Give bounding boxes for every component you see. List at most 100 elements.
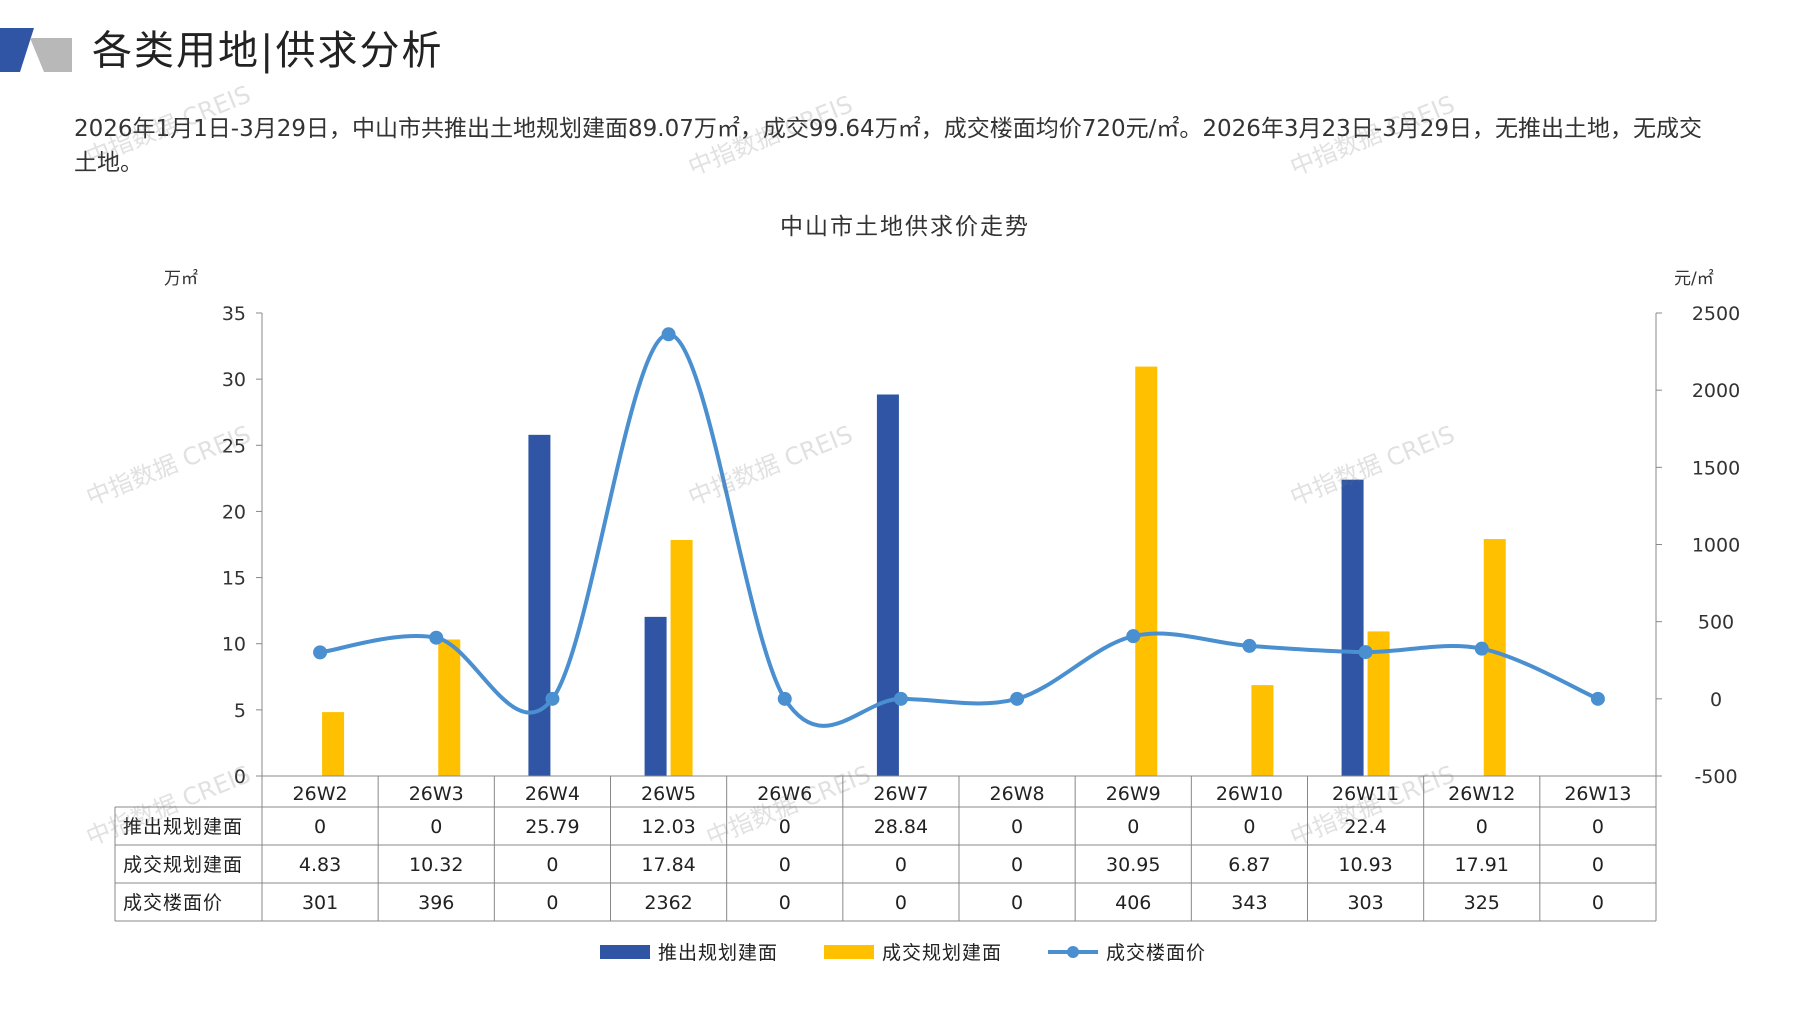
table-cell: 4.83 — [299, 854, 341, 876]
x-category-label: 26W12 — [1448, 783, 1515, 805]
y-tick-label-right: 0 — [1710, 689, 1722, 711]
bar-supply — [644, 616, 667, 776]
y-tick-label-right: 2000 — [1692, 380, 1740, 402]
table-cell: 12.03 — [641, 816, 695, 838]
x-category-label: 26W8 — [990, 783, 1045, 805]
x-category-label: 26W2 — [293, 783, 348, 805]
y-tick-label-left: 30 — [222, 369, 246, 391]
table-row-label: 成交楼面价 — [123, 892, 223, 914]
y-axis-unit-right: 元/㎡ — [1674, 269, 1714, 289]
table-cell: 6.87 — [1228, 854, 1270, 876]
price-line — [319, 332, 1599, 728]
bar-supply — [876, 394, 899, 776]
table-cell: 0 — [1476, 816, 1488, 838]
table-cell: 0 — [1011, 816, 1023, 838]
logo-gray-shape — [30, 38, 72, 72]
table-cell: 17.91 — [1455, 854, 1509, 876]
table-cell: 301 — [302, 892, 338, 914]
price-point — [1358, 645, 1373, 660]
bar-deal — [438, 639, 461, 776]
legend-swatch-price-point — [1067, 946, 1079, 958]
table-cell: 0 — [779, 816, 791, 838]
y-tick-label-right: 1500 — [1692, 457, 1740, 479]
y-tick-label-right: 500 — [1698, 612, 1734, 634]
legend-label: 成交楼面价 — [1106, 942, 1206, 964]
x-category-label: 26W6 — [757, 783, 812, 805]
price-point — [1474, 641, 1489, 656]
table-cell: 396 — [418, 892, 454, 914]
bar-deal — [1367, 631, 1390, 776]
brand-logo — [0, 28, 72, 72]
price-point — [313, 645, 328, 660]
legend-label: 推出规划建面 — [658, 942, 778, 964]
table-cell: 0 — [779, 892, 791, 914]
x-category-label: 26W13 — [1564, 783, 1631, 805]
bar-deal — [1251, 685, 1274, 776]
y-tick-label-left: 25 — [222, 435, 246, 457]
x-category-label: 26W7 — [873, 783, 928, 805]
table-cell: 22.4 — [1344, 816, 1386, 838]
price-point — [545, 691, 560, 706]
bar-deal — [1483, 539, 1506, 776]
y-tick-label-left: 0 — [234, 766, 246, 788]
price-point — [1010, 691, 1025, 706]
table-cell: 0 — [314, 816, 326, 838]
table-cell: 0 — [1592, 854, 1604, 876]
table-cell: 303 — [1347, 892, 1383, 914]
bar-supply — [528, 434, 551, 776]
table-cell: 10.93 — [1338, 854, 1392, 876]
price-point — [1242, 638, 1257, 653]
bar-deal — [322, 712, 345, 776]
price-point — [1126, 629, 1141, 644]
table-cell: 0 — [1011, 854, 1023, 876]
table-cell: 0 — [430, 816, 442, 838]
y-tick-label-left: 5 — [234, 700, 246, 722]
table-cell: 28.84 — [874, 816, 928, 838]
logo-dark-shape — [0, 28, 34, 72]
chart-title: 中山市土地供求价走势 — [780, 214, 1030, 240]
price-point — [429, 630, 444, 645]
legend-label: 成交规划建面 — [882, 942, 1002, 964]
y-tick-label-right: -500 — [1694, 766, 1737, 788]
x-category-label: 26W4 — [525, 783, 580, 805]
y-tick-label-right: 2500 — [1692, 303, 1740, 325]
table-cell: 325 — [1464, 892, 1500, 914]
price-point — [661, 327, 676, 342]
legend-swatch-supply — [600, 945, 650, 959]
page-title: 各类用地|供求分析 — [92, 28, 444, 74]
table-cell: 0 — [1592, 892, 1604, 914]
price-point — [1590, 691, 1605, 706]
table-cell: 30.95 — [1106, 854, 1160, 876]
table-cell: 0 — [895, 892, 907, 914]
bar-deal — [670, 540, 693, 776]
table-cell: 343 — [1231, 892, 1267, 914]
legend-swatch-deal — [824, 945, 874, 959]
bar-deal — [1135, 366, 1158, 776]
x-category-label: 26W9 — [1106, 783, 1161, 805]
y-tick-label-left: 35 — [222, 303, 246, 325]
x-category-label: 26W3 — [409, 783, 464, 805]
bar-supply — [1341, 479, 1364, 776]
table-cell: 0 — [546, 892, 558, 914]
table-cell: 0 — [1592, 816, 1604, 838]
table-cell: 17.84 — [641, 854, 695, 876]
y-tick-label-right: 1000 — [1692, 535, 1740, 557]
table-cell: 2362 — [644, 892, 692, 914]
y-axis-unit-left: 万㎡ — [164, 269, 198, 289]
table-cell: 406 — [1115, 892, 1151, 914]
x-category-label: 26W5 — [641, 783, 696, 805]
table-cell: 0 — [1243, 816, 1255, 838]
table-row-label: 成交规划建面 — [123, 854, 243, 876]
table-cell: 0 — [895, 854, 907, 876]
x-category-label: 26W11 — [1332, 783, 1399, 805]
summary-text: 2026年1月1日-3月29日，中山市共推出土地规划建面89.07万㎡，成交99… — [74, 116, 1702, 176]
price-point — [777, 691, 792, 706]
price-point — [893, 691, 908, 706]
table-cell: 25.79 — [525, 816, 579, 838]
y-tick-label-left: 15 — [222, 568, 246, 590]
table-cell: 0 — [1011, 892, 1023, 914]
table-cell: 0 — [1127, 816, 1139, 838]
y-tick-label-left: 20 — [222, 501, 246, 523]
y-tick-label-left: 10 — [222, 634, 246, 656]
